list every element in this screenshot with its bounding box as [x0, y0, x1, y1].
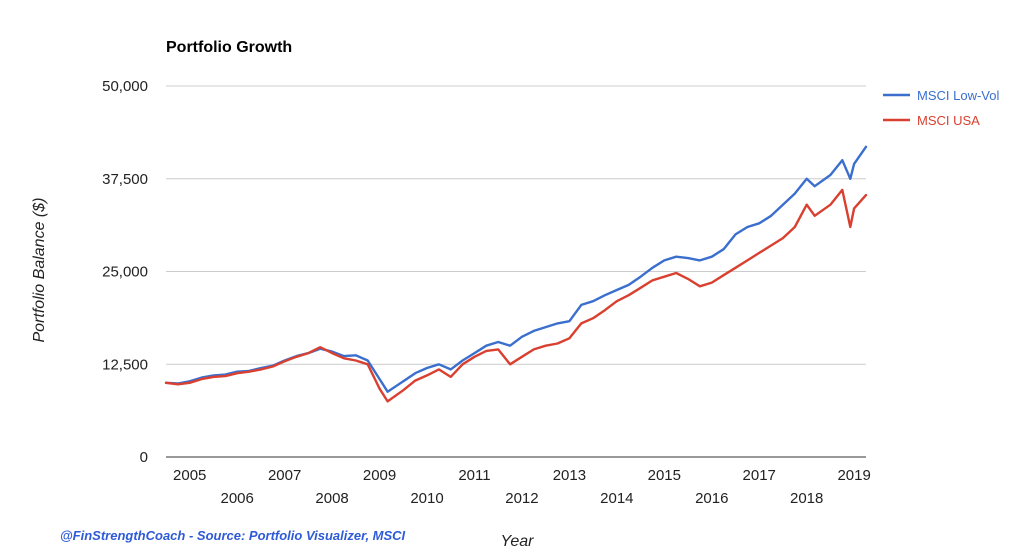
y-tick-label: 50,000 [102, 78, 148, 95]
y-tick-label: 0 [140, 449, 148, 466]
x-tick-label: 2012 [505, 490, 538, 507]
x-tick-label: 2015 [648, 467, 681, 484]
x-tick-label: 2011 [458, 467, 490, 484]
x-tick-label: 2010 [410, 490, 443, 507]
y-axis-label: Portfolio Balance ($) [31, 198, 48, 343]
x-tick-label: 2005 [173, 467, 206, 484]
x-tick-label: 2016 [695, 490, 728, 507]
source-credit: @FinStrengthCoach - Source: Portfolio Vi… [60, 528, 406, 543]
y-tick-label: 25,000 [102, 264, 148, 281]
chart-title: Portfolio Growth [166, 39, 292, 56]
x-tick-label: 2013 [553, 467, 586, 484]
y-tick-labels: 0 12,500 25,000 37,500 50,000 [102, 78, 148, 466]
x-tick-label: 2019 [837, 467, 870, 484]
x-tick-labels: 2005 2007 2009 2011 2013 2015 2017 2019 2006 2008… [173, 467, 871, 507]
legend-label: MSCI USA [917, 113, 980, 128]
x-tick-label: 2008 [315, 490, 348, 507]
gridlines [166, 85, 866, 458]
series-line-msci-usa [164, 188, 868, 403]
x-tick-label: 2014 [600, 490, 633, 507]
x-tick-label: 2017 [743, 467, 776, 484]
y-tick-label: 37,500 [102, 171, 148, 188]
legend: MSCI Low-Vol MSCI USA [883, 88, 999, 128]
y-tick-label: 12,500 [102, 356, 148, 373]
legend-label: MSCI Low-Vol [917, 88, 999, 103]
x-tick-label: 2007 [268, 467, 301, 484]
x-tick-label: 2009 [363, 467, 396, 484]
series-line-msci-low-vol [164, 145, 868, 393]
x-tick-label: 2018 [790, 490, 823, 507]
x-tick-label: 2006 [220, 490, 253, 507]
series-lines [164, 145, 868, 403]
x-axis-label: Year [501, 533, 535, 550]
